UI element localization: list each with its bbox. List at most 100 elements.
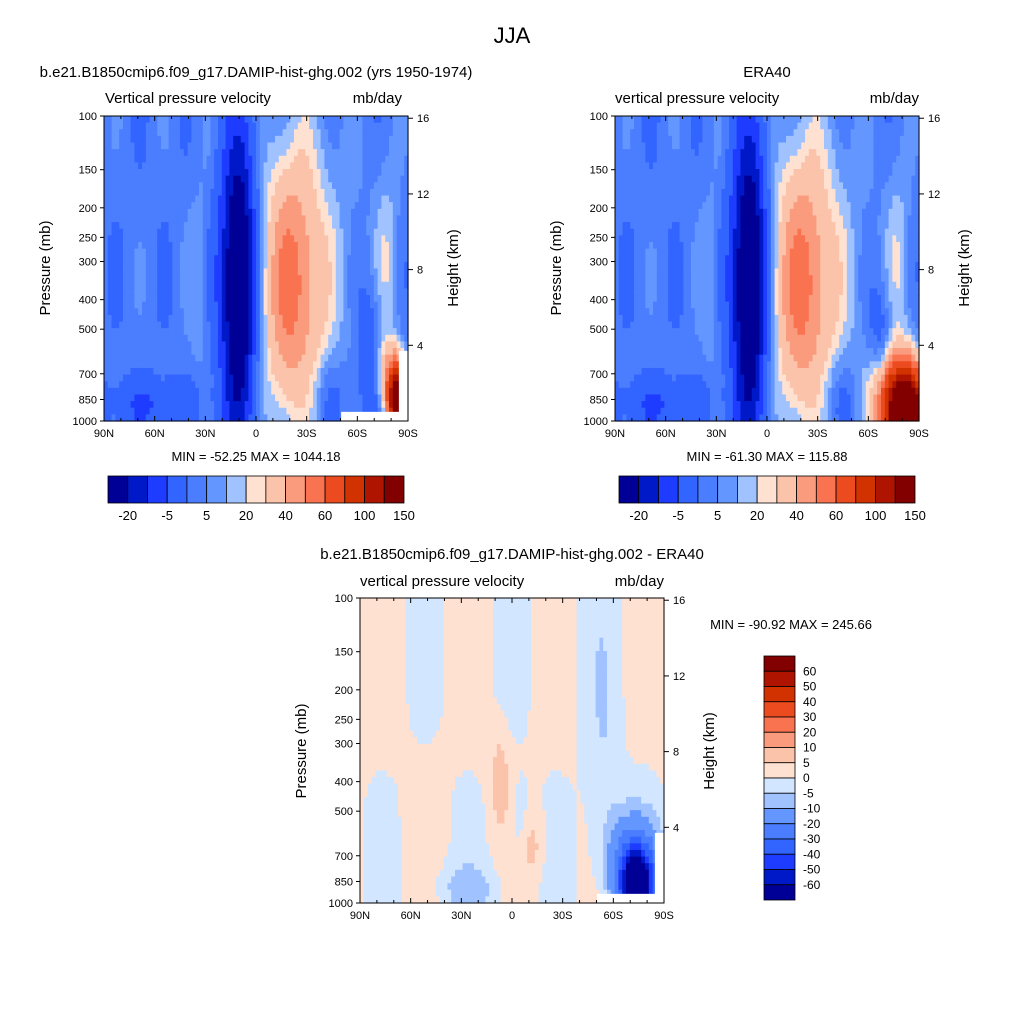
heatmap-cell <box>183 381 189 389</box>
heatmap-cell <box>335 222 341 230</box>
heatmap-cell <box>332 401 337 409</box>
heatmap-cell <box>354 361 360 369</box>
heatmap-cell <box>305 295 310 303</box>
heatmap-cell <box>240 129 246 137</box>
heatmap-cell <box>157 215 162 223</box>
heatmap-cell <box>157 116 162 124</box>
heatmap-cell <box>176 401 181 409</box>
heatmap-cell <box>381 261 386 270</box>
heatmap-cell <box>789 116 795 124</box>
heatmap-cell <box>381 235 386 243</box>
heatmap-cell <box>237 354 242 362</box>
heatmap-cell <box>683 169 688 177</box>
heatmap-cell <box>297 195 303 203</box>
heatmap-cell <box>366 288 371 296</box>
heatmap-row <box>104 275 409 283</box>
heatmap-cell <box>710 135 715 144</box>
heatmap-cell <box>259 348 265 356</box>
heatmap-cell <box>309 149 314 157</box>
heatmap-cell <box>385 301 390 309</box>
heatmap-cell <box>210 162 215 170</box>
heatmap-cell <box>630 135 635 144</box>
heatmap-cell <box>630 175 635 183</box>
colorbar-label: 5 <box>203 508 210 523</box>
heatmap-cell <box>725 116 730 124</box>
heatmap-cell <box>396 162 401 170</box>
heatmap-cell <box>316 241 322 250</box>
heatmap-cell <box>827 162 833 170</box>
heatmap-cell <box>877 195 882 203</box>
heatmap-cell <box>142 208 147 217</box>
heatmap-cell <box>759 149 764 157</box>
heatmap-cell <box>290 321 295 329</box>
heatmap-cell <box>653 182 658 190</box>
heatmap-cell <box>858 175 863 183</box>
heatmap-cell <box>256 228 261 236</box>
heatmap-cell <box>153 301 158 309</box>
heatmap-cell <box>218 328 223 336</box>
heatmap-cell <box>324 155 329 164</box>
heatmap-cell <box>362 222 367 230</box>
heatmap-cell <box>263 142 268 150</box>
heatmap-cell <box>305 401 310 409</box>
heatmap-cell <box>373 354 379 362</box>
heatmap-cell <box>199 208 204 217</box>
heatmap-cell <box>675 182 681 190</box>
heatmap-cell <box>256 354 261 362</box>
heatmap-cell <box>736 155 741 164</box>
heatmap-cell <box>339 241 344 250</box>
heatmap-cell <box>320 135 325 144</box>
heatmap-cell <box>656 169 662 177</box>
heatmap-cell <box>301 354 306 362</box>
heatmap-cell <box>392 255 398 263</box>
heatmap-cell <box>634 122 639 130</box>
heatmap-cell <box>145 222 151 230</box>
heatmap-cell <box>107 288 113 296</box>
heatmap-cell <box>290 202 295 210</box>
heatmap-cell <box>816 149 821 157</box>
heatmap-cell <box>142 241 147 250</box>
heatmap-cell <box>252 129 257 137</box>
heatmap-cell <box>199 361 204 369</box>
heatmap-cell <box>328 348 333 356</box>
heatmap-cell <box>161 162 166 170</box>
heatmap-cell <box>332 394 337 402</box>
heatmap-cell <box>354 301 360 309</box>
heatmap-cell <box>343 261 348 270</box>
heatmap-cell <box>649 116 654 124</box>
heatmap-cell <box>191 215 196 223</box>
heatmap-cell <box>183 241 189 250</box>
heatmap-cell <box>324 241 329 250</box>
heatmap-cell <box>812 129 817 137</box>
heatmap-cell <box>263 162 268 170</box>
heatmap-cell <box>740 195 745 203</box>
heatmap-cell <box>324 116 329 124</box>
heatmap-cell <box>892 182 897 190</box>
heatmap-cell <box>392 248 398 256</box>
heatmap-cell <box>687 116 692 124</box>
heatmap-cell <box>119 407 124 415</box>
heatmap-cell <box>130 381 135 389</box>
heatmap-cell <box>183 208 189 217</box>
heatmap-cell <box>858 182 863 190</box>
heatmap-cell <box>191 387 196 396</box>
heatmap-cell <box>881 162 886 170</box>
heatmap-cell <box>675 149 681 157</box>
heatmap-cell <box>812 135 817 144</box>
heatmap-cell <box>404 135 409 144</box>
heatmap-cell <box>183 367 189 376</box>
heatmap-cell <box>297 155 303 164</box>
heatmap-cell <box>252 182 257 190</box>
heatmap-cell <box>675 208 681 217</box>
heatmap-cell <box>282 407 287 415</box>
heatmap-cell <box>138 182 143 190</box>
heatmap-cell <box>252 149 257 157</box>
heatmap-cell <box>123 116 128 124</box>
heatmap-cell <box>301 116 306 124</box>
heatmap-cell <box>202 321 208 329</box>
heatmap-cell <box>805 195 810 203</box>
heatmap-cell <box>115 149 120 157</box>
heatmap-cell <box>309 255 314 263</box>
heatmap-cell <box>282 235 287 243</box>
heatmap-cell <box>172 341 177 349</box>
